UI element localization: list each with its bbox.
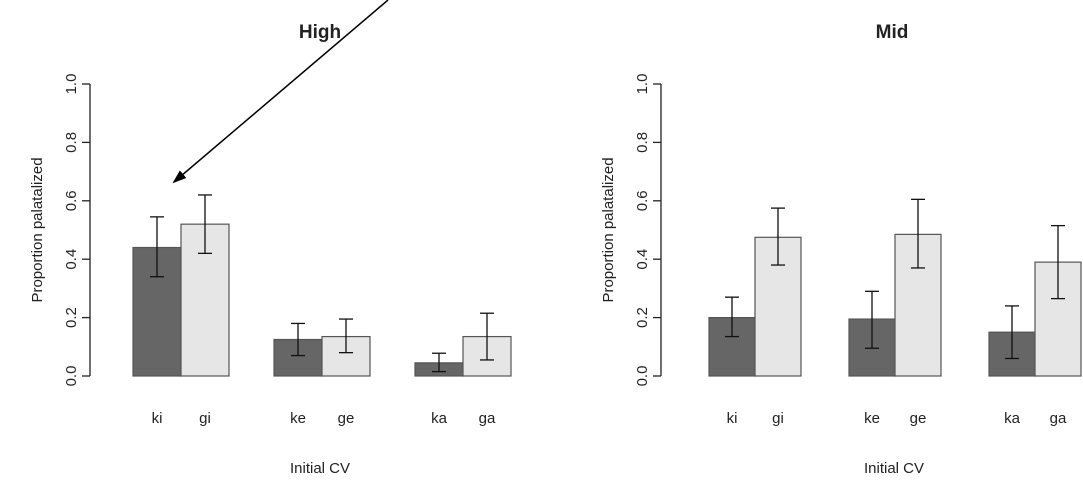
y-axis-label: Proportion palatalized [600,157,617,302]
category-label-ge: ge [338,410,355,427]
category-label-ka: ka [431,410,448,427]
y-axis: 0.0 0.2 0.4 0.6 0.8 1.0 [634,74,662,387]
y-tick-label: 0.6 [634,190,651,211]
y-tick-label: 0.4 [63,249,80,270]
category-label-gi: gi [772,410,784,427]
category-label-gi: gi [199,410,211,427]
y-tick-label: 1.0 [63,74,80,95]
category-label-ke: ke [290,410,306,427]
y-tick-label: 0.4 [634,249,651,270]
panel-high: High Proportion palatalized Initial CV 0… [29,0,512,477]
category-label-ka: ka [1004,410,1021,427]
panel-mid: Mid Proportion palatalized Initial CV 0.… [600,22,1082,477]
annotation-arrow [172,0,389,184]
y-axis: 0.0 0.2 0.4 0.6 0.8 1.0 [63,74,91,387]
x-axis-label: Initial CV [290,460,350,477]
x-axis-label: Initial CV [864,460,924,477]
bar-group: ki gi ke ge ka ga [708,198,1082,427]
chart-title: High [299,22,341,43]
y-tick-label: 0.2 [63,307,80,328]
category-label-ga: ga [1050,410,1067,427]
y-axis-label: Proportion palatalized [29,157,46,302]
category-label-ga: ga [479,410,496,427]
category-label-ge: ge [910,410,927,427]
chart-title: Mid [876,22,909,43]
y-tick-label: 0.8 [634,132,651,153]
bar-group: ki gi ke ge ka ga [132,194,512,427]
category-label-ki: ki [727,410,738,427]
category-label-ki: ki [152,410,163,427]
y-tick-label: 0.2 [634,307,651,328]
y-tick-label: 0.0 [63,366,80,387]
y-tick-label: 0.0 [634,366,651,387]
category-label-ke: ke [864,410,880,427]
y-tick-label: 0.8 [63,132,80,153]
y-tick-label: 0.6 [63,190,80,211]
y-tick-label: 1.0 [634,74,651,95]
